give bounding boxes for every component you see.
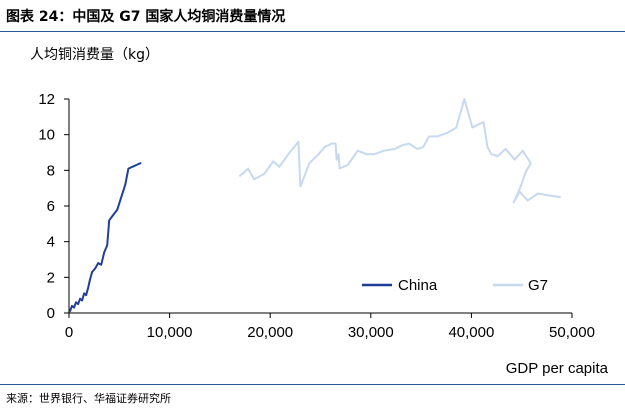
- y-tick-label: 6: [47, 198, 55, 215]
- source-note: 来源：世界银行、华福证券研究所: [6, 392, 171, 405]
- y-tick-label: 10: [38, 127, 55, 144]
- legend: China G7: [362, 277, 548, 294]
- footer-rule: [0, 384, 625, 385]
- figure-title: 图表 24：中国及 G7 国家人均铜消费量情况: [6, 9, 286, 25]
- x-axis-title: GDP per capita: [506, 360, 609, 377]
- y-axis-title: 人均铜消费量（kg）: [30, 47, 159, 63]
- legend-g7-label: G7: [528, 277, 548, 294]
- y-tick-label: 0: [47, 305, 55, 322]
- x-tick-label: 10,000: [147, 324, 193, 341]
- y-tick-label: 12: [38, 91, 55, 108]
- x-tick-label: 0: [65, 324, 73, 341]
- line-chart: 人均铜消费量（kg） 0 10,000 20,000 30,000 40,000 50,0…: [30, 47, 609, 377]
- series-layer: [69, 98, 561, 313]
- legend-china-label: China: [398, 277, 438, 294]
- title-rule: [0, 31, 625, 32]
- series-line-china: [69, 162, 142, 313]
- x-tick-label: 20,000: [247, 324, 293, 341]
- chart-axes: 0 10,000 20,000 30,000 40,000 50,000 0 2 4 6 8 10 12: [38, 91, 595, 341]
- y-tick-label: 2: [47, 269, 55, 286]
- x-tick-label: 50,000: [549, 324, 595, 341]
- x-tick-label: 40,000: [448, 324, 494, 341]
- series-line-g7: [239, 98, 561, 204]
- x-tick-label: 30,000: [348, 324, 394, 341]
- y-tick-label: 4: [47, 234, 55, 251]
- y-tick-label: 8: [47, 162, 55, 179]
